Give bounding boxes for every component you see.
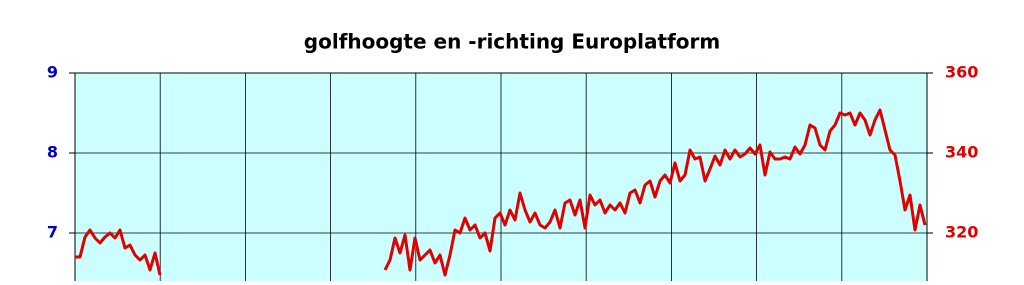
y2-tick-label: 340 <box>945 143 978 162</box>
y-tick-label: 9 <box>47 63 58 82</box>
y2-tick-label: 360 <box>945 63 978 82</box>
y-tick-label: 7 <box>47 223 58 242</box>
y2-tick-label: 320 <box>945 223 978 242</box>
y-tick-label: 8 <box>47 143 58 162</box>
chart-title: golfhoogte en -richting Europlatform <box>304 30 720 54</box>
data-line <box>75 108 927 277</box>
